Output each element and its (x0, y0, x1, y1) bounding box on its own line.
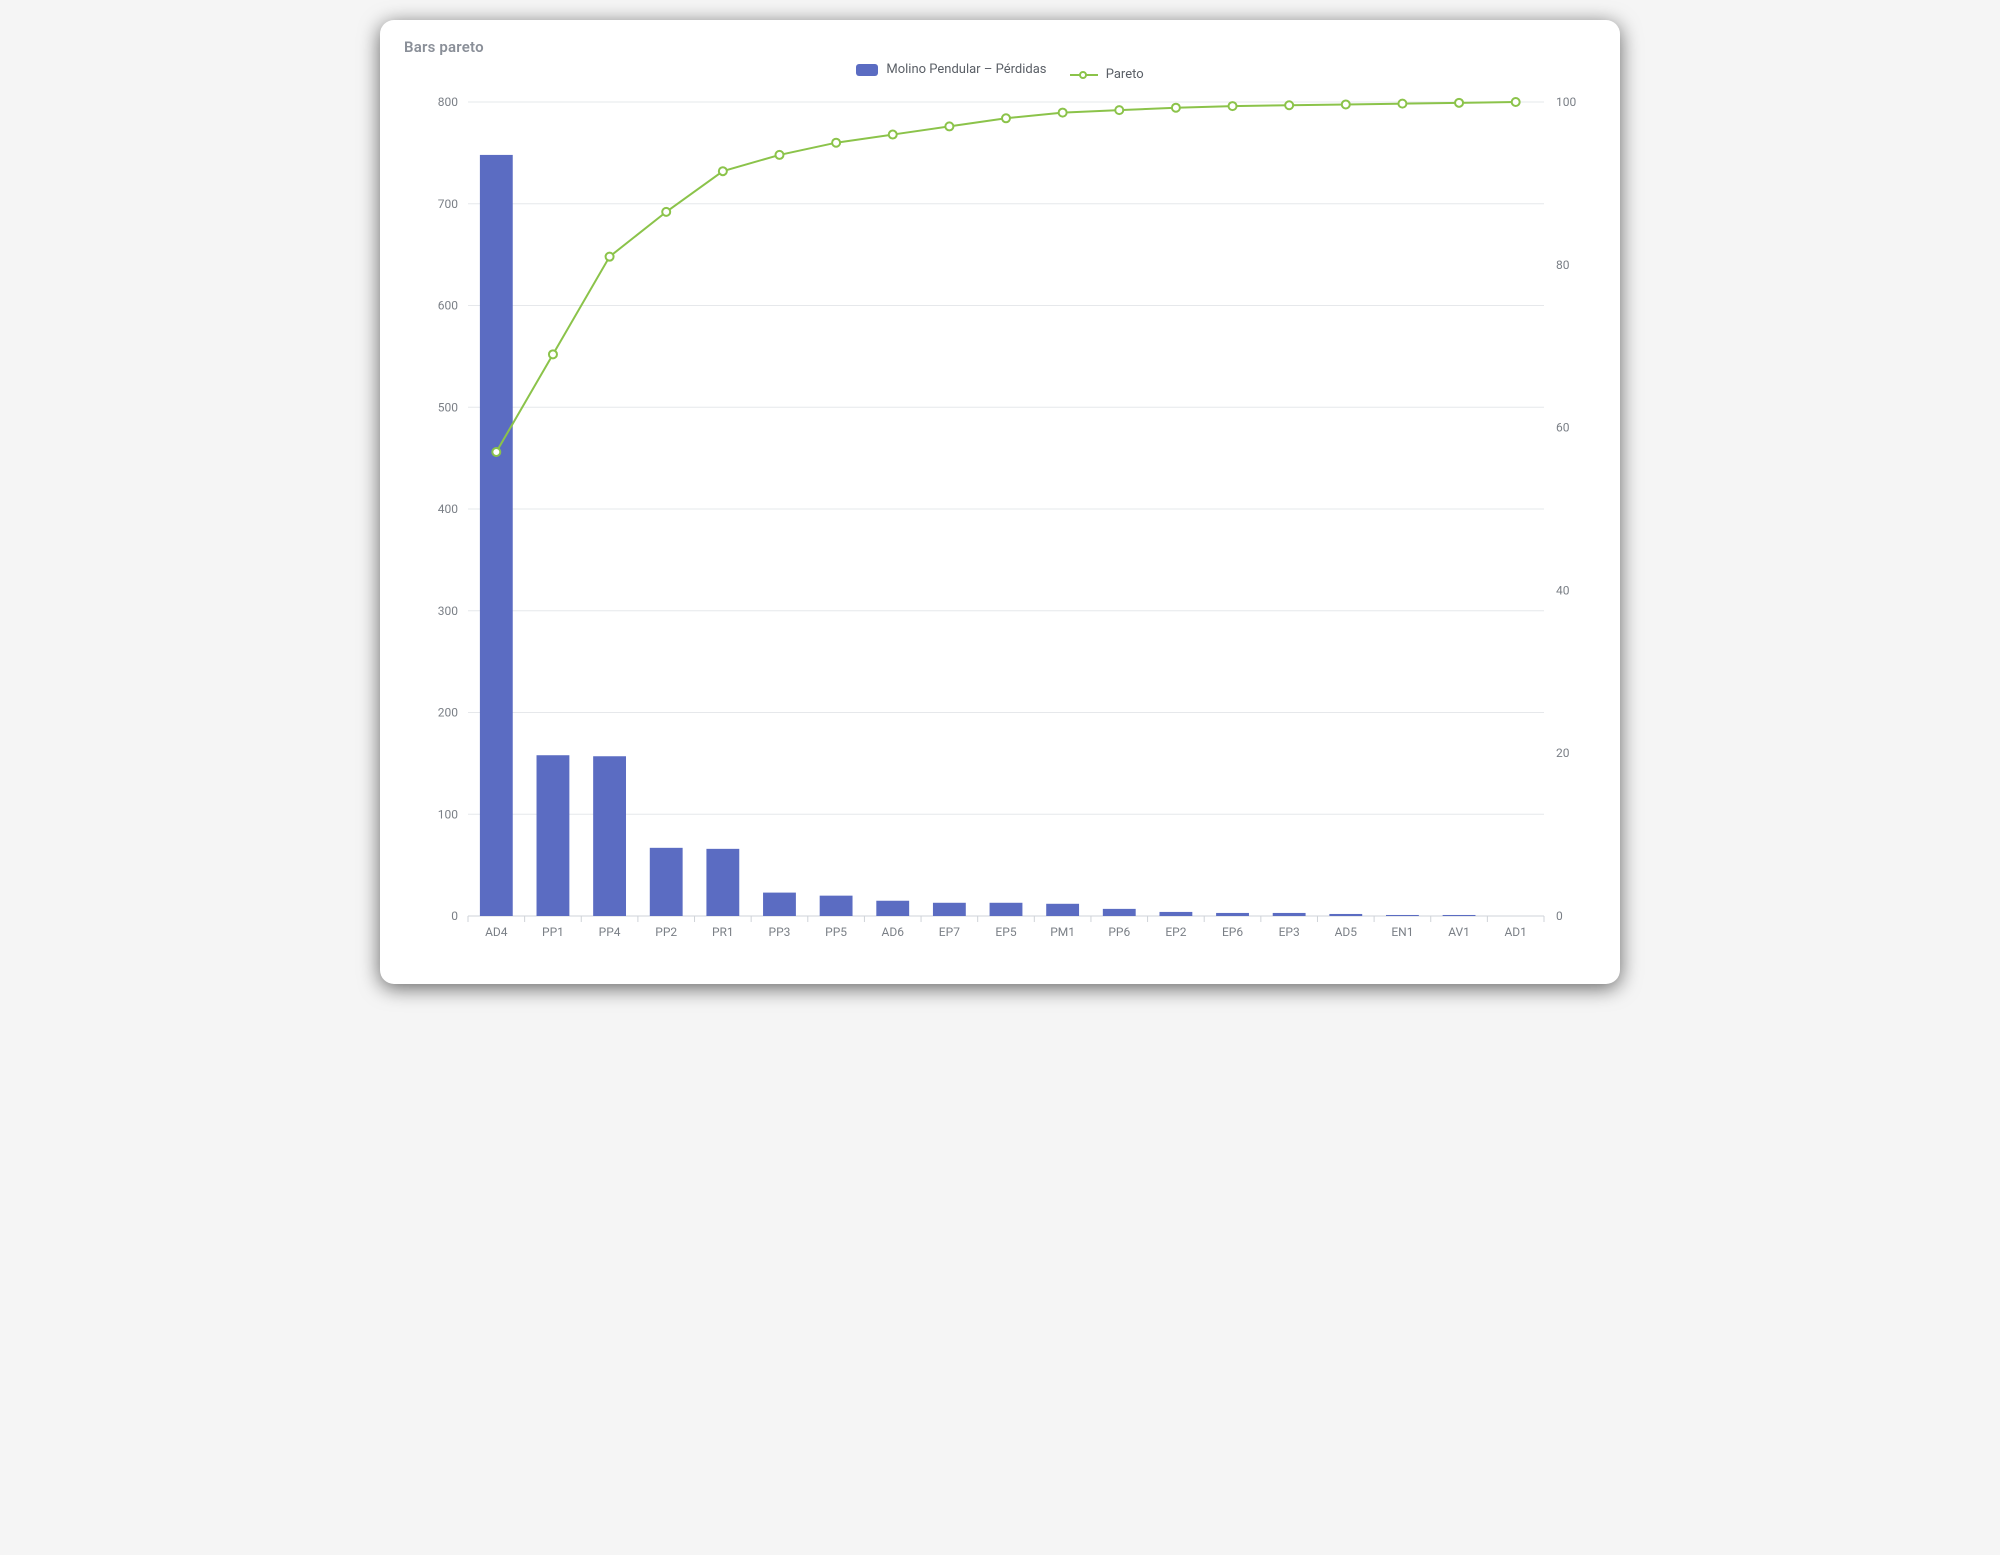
legend-swatch-line-icon (1070, 74, 1098, 76)
bar-PP6[interactable] (1103, 909, 1136, 916)
bar-AV1[interactable] (1443, 915, 1476, 916)
pareto-point-PP5[interactable] (832, 139, 840, 147)
bar-AD4[interactable] (480, 155, 513, 916)
chart-card: Bars pareto Molino Pendular – Pérdidas P… (380, 20, 1620, 984)
pareto-point-PM1[interactable] (1059, 109, 1067, 117)
pareto-point-PR1[interactable] (719, 167, 727, 175)
xaxis-label: EP3 (1279, 925, 1300, 939)
svg-text:100: 100 (438, 807, 458, 821)
svg-text:100: 100 (1556, 95, 1576, 109)
bar-PM1[interactable] (1046, 904, 1079, 916)
bar-PP4[interactable] (593, 756, 626, 916)
pareto-point-AV1[interactable] (1455, 99, 1463, 107)
pareto-point-AD6[interactable] (889, 131, 897, 139)
bar-EP2[interactable] (1159, 912, 1192, 916)
svg-text:60: 60 (1556, 421, 1570, 435)
bar-AD6[interactable] (876, 901, 909, 916)
xaxis-label: PP6 (1108, 925, 1130, 939)
pareto-point-PP6[interactable] (1115, 106, 1123, 114)
pareto-point-AD4[interactable] (492, 448, 500, 456)
bar-PP2[interactable] (650, 848, 683, 916)
xaxis-label: EP2 (1165, 925, 1186, 939)
pareto-point-PP1[interactable] (549, 350, 557, 358)
xaxis-label: EP6 (1222, 925, 1243, 939)
bar-PP1[interactable] (537, 755, 570, 916)
legend-swatch-bar-icon (856, 64, 878, 76)
svg-text:0: 0 (451, 909, 458, 923)
xaxis-label: PR1 (712, 925, 734, 939)
chart-title: Bars pareto (404, 38, 1596, 56)
bar-AD5[interactable] (1329, 914, 1362, 916)
bar-PP5[interactable] (820, 896, 853, 916)
bar-EP6[interactable] (1216, 913, 1249, 916)
svg-text:500: 500 (438, 400, 458, 414)
bar-PR1[interactable] (706, 849, 739, 916)
xaxis-label: PP4 (599, 925, 621, 939)
plot-area: 0 100 200 300 400 500 600 700 800 0 20 40 60 80 100 AD4… (404, 92, 1596, 952)
pareto-chart-svg: 0 100 200 300 400 500 600 700 800 0 20 40 60 80 100 AD4… (404, 92, 1596, 952)
xaxis-label: AV1 (1448, 925, 1470, 939)
legend-item-line[interactable]: Pareto (1070, 67, 1144, 82)
xaxis-label: PM1 (1050, 925, 1075, 939)
pareto-point-EP6[interactable] (1229, 102, 1237, 110)
xaxis-label: EP5 (995, 925, 1016, 939)
svg-text:600: 600 (438, 299, 458, 313)
svg-text:0: 0 (1556, 909, 1563, 923)
xaxis-label: AD4 (485, 925, 508, 939)
pareto-point-PP4[interactable] (606, 253, 614, 261)
xaxis-label: EP7 (939, 925, 960, 939)
bar-PP3[interactable] (763, 893, 796, 916)
svg-text:800: 800 (438, 95, 458, 109)
xaxis-label: PP2 (655, 925, 677, 939)
bar-EN1[interactable] (1386, 915, 1419, 916)
xaxis-label: PP3 (769, 925, 791, 939)
xaxis-label: AD6 (882, 925, 905, 939)
pareto-point-AD5[interactable] (1342, 100, 1350, 108)
xaxis-label: PP5 (825, 925, 847, 939)
bar-EP3[interactable] (1273, 913, 1306, 916)
svg-text:40: 40 (1556, 583, 1570, 597)
pareto-point-AD1[interactable] (1512, 98, 1520, 106)
svg-text:20: 20 (1556, 746, 1570, 760)
pareto-point-EP2[interactable] (1172, 104, 1180, 112)
xaxis-label: PP1 (542, 925, 564, 939)
pareto-point-PP3[interactable] (775, 151, 783, 159)
svg-text:400: 400 (438, 502, 458, 516)
xaxis-label: AD1 (1504, 925, 1526, 939)
svg-text:700: 700 (438, 197, 458, 211)
chart-legend: Molino Pendular – Pérdidas Pareto (404, 62, 1596, 82)
bar-EP7[interactable] (933, 903, 966, 916)
pareto-point-EP3[interactable] (1285, 101, 1293, 109)
legend-item-bars[interactable]: Molino Pendular – Pérdidas (856, 62, 1046, 77)
legend-line-label: Pareto (1106, 67, 1144, 82)
svg-text:300: 300 (438, 604, 458, 618)
pareto-point-EP7[interactable] (945, 122, 953, 130)
xaxis-label: AD5 (1335, 925, 1358, 939)
svg-text:200: 200 (438, 706, 458, 720)
bar-EP5[interactable] (990, 903, 1023, 916)
pareto-point-EN1[interactable] (1398, 100, 1406, 108)
xaxis-label: EN1 (1391, 925, 1413, 939)
pareto-point-EP5[interactable] (1002, 114, 1010, 122)
svg-text:80: 80 (1556, 258, 1570, 272)
pareto-point-PP2[interactable] (662, 208, 670, 216)
legend-bar-label: Molino Pendular – Pérdidas (886, 62, 1046, 77)
